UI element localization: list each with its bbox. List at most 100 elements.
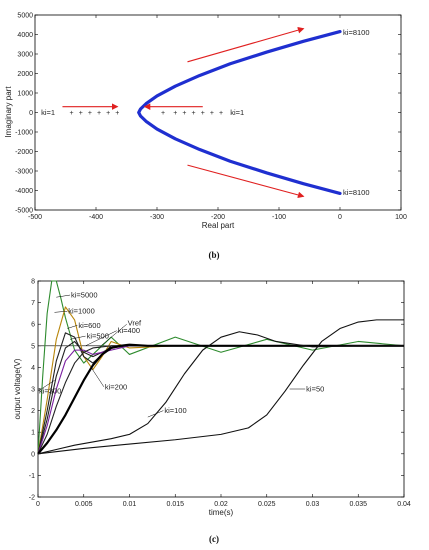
x-tick-label-c: 0.005 xyxy=(75,501,93,508)
pole-marker: + xyxy=(192,110,196,117)
direction-arrow xyxy=(187,164,305,199)
tick-layer-c: 0 0.005 0.01 0.015 0.02 0.025 0.03 0.035 0.04 -2 -… xyxy=(29,279,411,509)
x-tick-label-c: 0 xyxy=(36,501,40,508)
gain-annotation: ki=1 xyxy=(230,108,244,117)
leader-line xyxy=(69,335,86,340)
gain-annotation: ki=8100 xyxy=(343,188,369,197)
subtitle-c: (c) xyxy=(209,534,219,544)
pole-marker: + xyxy=(79,110,83,117)
line-layer-c xyxy=(37,280,405,455)
y-tick-label-b: 0 xyxy=(29,110,33,117)
leader-line xyxy=(147,410,164,418)
x-axis-label-c: time(s) xyxy=(209,508,234,517)
y-tick-label-c: 1 xyxy=(31,430,35,437)
pole-marker: + xyxy=(182,110,186,117)
mark-layer-b: + + + + + + + + + + + + + xyxy=(70,29,342,196)
subtitle-b: (b) xyxy=(209,250,220,260)
y-tick-label-c: 5 xyxy=(31,343,35,350)
y-tick-label-c: 3 xyxy=(31,387,35,394)
y-tick-label-c: 6 xyxy=(31,322,35,329)
leader-line xyxy=(85,330,117,347)
series-label: ki=600 xyxy=(78,321,100,330)
leader-line xyxy=(98,324,127,349)
pole-marker: + xyxy=(70,110,74,117)
x-tick-label-c: 0.03 xyxy=(306,501,320,508)
series-label: ki=100 xyxy=(164,406,186,415)
pole-marker: + xyxy=(97,110,101,117)
y-tick-label-b: -4000 xyxy=(15,188,33,195)
x-axis-label-b: Real part xyxy=(202,221,235,230)
response-curve xyxy=(37,345,404,455)
pole-marker: + xyxy=(161,110,165,117)
gain-annotation: ki=1 xyxy=(41,108,55,117)
y-tick-label-c: 8 xyxy=(31,279,35,286)
series-label: ki=400 xyxy=(118,326,140,335)
response-curve xyxy=(37,319,404,455)
y-tick-label-b: -2000 xyxy=(15,149,33,156)
x-tick-label-b: -200 xyxy=(211,214,225,221)
y-tick-label-b: -3000 xyxy=(15,169,33,176)
pole-marker: + xyxy=(106,110,110,117)
tick-layer-b: -500 -400 -300 -200 -100 0 100-5000-4000-3000-… xyxy=(15,13,407,222)
x-tick-label-b: 0 xyxy=(338,214,342,221)
y-tick-label-c: 7 xyxy=(31,300,35,307)
response-curve xyxy=(37,345,404,454)
pole-marker: + xyxy=(173,110,177,117)
gain-annotation: ki=8100 xyxy=(343,28,369,37)
leader-line xyxy=(37,380,55,392)
pole-marker: + xyxy=(115,110,119,117)
y-axis-label-c: output voltage(V) xyxy=(13,358,22,419)
voltage-response-chart: 0 0.005 0.01 0.015 0.02 0.025 0.03 0.035 0.04 -2 -… xyxy=(13,279,411,545)
y-tick-label-b: -5000 xyxy=(15,208,33,215)
x-tick-label-c: 0.015 xyxy=(166,501,184,508)
pole-marker: + xyxy=(88,110,92,117)
x-tick-label-c: 0.035 xyxy=(349,501,367,508)
x-tick-label-c: 0.025 xyxy=(258,501,276,508)
x-tick-label-b: -500 xyxy=(28,214,42,221)
y-tick-label-c: -1 xyxy=(29,473,35,480)
series-label: ki=500 xyxy=(87,332,109,341)
x-tick-label-c: 0.01 xyxy=(123,501,137,508)
y-tick-label-c: 4 xyxy=(31,365,35,372)
leader-line xyxy=(67,325,78,329)
root-locus-chart: -500 -400 -300 -200 -100 0 100-5000-4000-3000-… xyxy=(4,13,407,261)
pole-marker: + xyxy=(219,110,223,117)
leader-line xyxy=(90,367,105,387)
y-tick-label-c: 0 xyxy=(31,451,35,458)
response-curve xyxy=(37,340,404,454)
pole-marker: + xyxy=(210,110,214,117)
x-tick-label-c: 0.04 xyxy=(397,501,411,508)
x-tick-label-b: -300 xyxy=(150,214,164,221)
y-tick-label-b: 3000 xyxy=(17,52,33,59)
response-curve xyxy=(37,343,404,455)
series-label: ki=300 xyxy=(39,387,61,396)
y-axis-label-b: Imaginary part xyxy=(4,86,13,138)
y-tick-label-b: -1000 xyxy=(15,130,33,137)
annotation-layer-b: ki=1 ki=1 ki=8100 ki=8100 xyxy=(41,28,369,197)
series-label: ki=1000 xyxy=(68,307,94,316)
leader-line xyxy=(54,310,68,313)
x-tick-label-b: -100 xyxy=(272,214,286,221)
root-locus-branch xyxy=(137,29,342,196)
series-label: ki=5000 xyxy=(71,291,97,300)
direction-arrow xyxy=(187,26,305,63)
arrow-layer-b xyxy=(62,26,305,199)
label-layer-c: ki=5000 ki=1000 ki=600 ki=500 ki=400 ki=300 ki… xyxy=(37,291,324,418)
y-tick-label-b: 2000 xyxy=(17,71,33,78)
vref-label: Vref xyxy=(128,319,142,328)
series-label: ki=50 xyxy=(306,385,324,394)
y-tick-label-c: 2 xyxy=(31,408,35,415)
series-label: ki=200 xyxy=(105,382,127,391)
response-curve xyxy=(37,332,404,454)
x-tick-label-b: -400 xyxy=(89,214,103,221)
y-tick-label-b: 1000 xyxy=(17,91,33,98)
leader-line xyxy=(56,294,71,298)
response-curve xyxy=(37,331,404,455)
x-tick-label-b: 100 xyxy=(395,214,407,221)
y-tick-label-b: 4000 xyxy=(17,32,33,39)
pole-marker: + xyxy=(201,110,205,117)
x-tick-label-c: 0.02 xyxy=(214,501,228,508)
y-tick-label-b: 5000 xyxy=(17,13,33,20)
y-tick-label-c: -2 xyxy=(29,495,35,502)
